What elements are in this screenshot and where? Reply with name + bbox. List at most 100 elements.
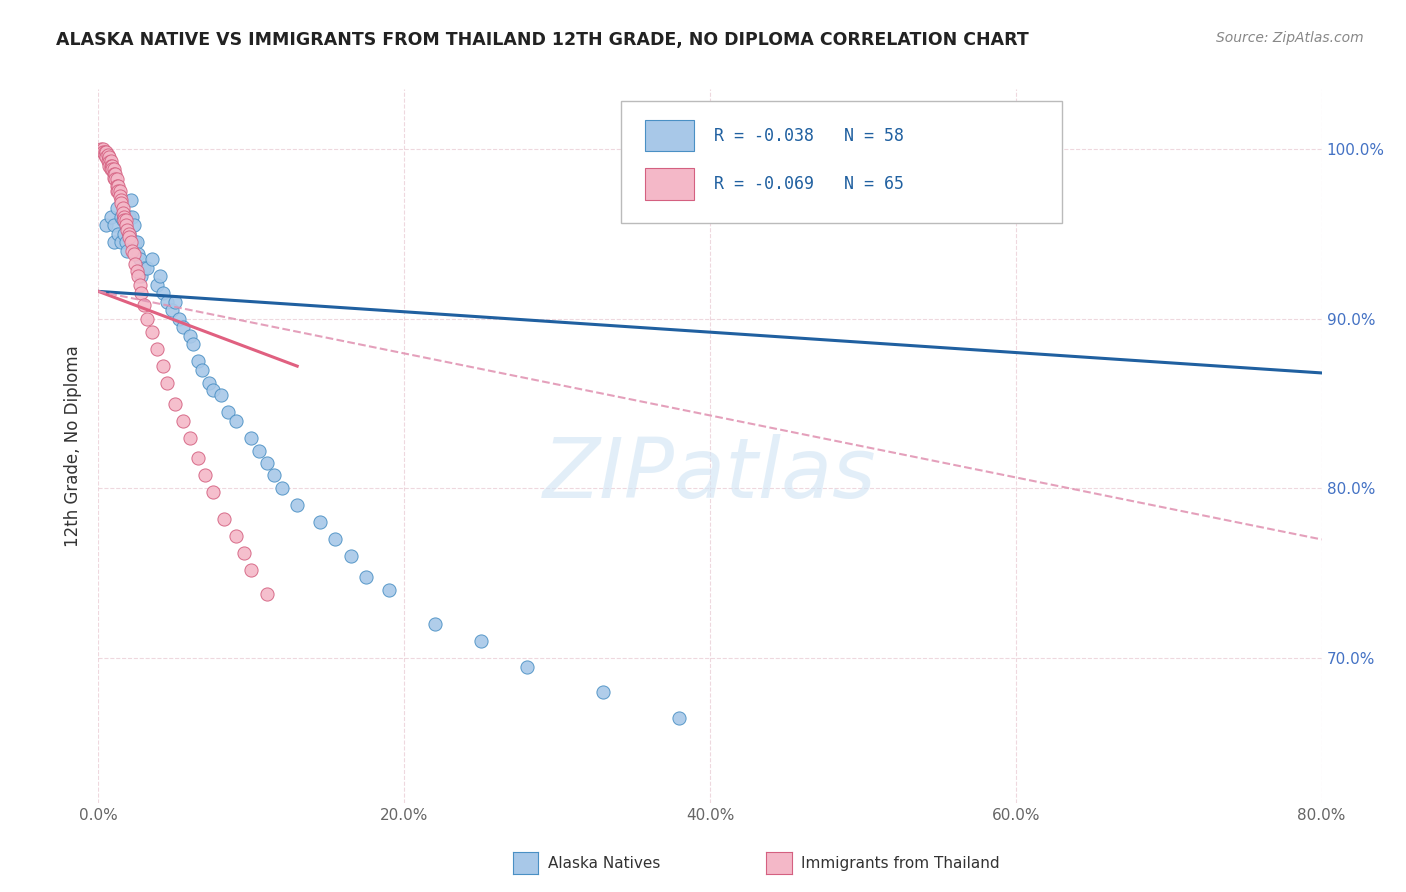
Point bbox=[128, 252, 150, 266]
Point bbox=[240, 563, 263, 577]
Point bbox=[256, 587, 278, 601]
Point bbox=[112, 210, 135, 224]
Point bbox=[136, 260, 159, 275]
Text: R = -0.069   N = 65: R = -0.069 N = 65 bbox=[714, 175, 904, 193]
Point bbox=[121, 244, 143, 258]
Point bbox=[115, 213, 138, 227]
Point bbox=[117, 244, 139, 258]
Point bbox=[97, 153, 120, 168]
Point bbox=[181, 337, 204, 351]
Point bbox=[470, 634, 492, 648]
Point bbox=[103, 167, 125, 181]
Point bbox=[93, 145, 115, 159]
Point bbox=[179, 328, 201, 343]
Point bbox=[197, 376, 219, 391]
Point bbox=[90, 142, 112, 156]
Point bbox=[91, 142, 114, 156]
Point bbox=[354, 570, 377, 584]
Point bbox=[179, 430, 201, 444]
Point bbox=[160, 303, 183, 318]
Point bbox=[285, 499, 308, 513]
Point bbox=[97, 148, 120, 162]
Point bbox=[163, 396, 186, 410]
Point bbox=[118, 227, 141, 241]
Point bbox=[212, 512, 235, 526]
Point bbox=[127, 247, 149, 261]
Point bbox=[256, 456, 278, 470]
Point bbox=[93, 148, 115, 162]
Point bbox=[101, 162, 124, 177]
Bar bbox=[645, 169, 695, 200]
Point bbox=[121, 210, 143, 224]
Point bbox=[134, 298, 156, 312]
Point bbox=[100, 210, 122, 224]
Point bbox=[187, 450, 209, 465]
Point bbox=[225, 529, 247, 543]
Point bbox=[145, 342, 167, 356]
Point bbox=[129, 269, 152, 284]
Point bbox=[225, 413, 247, 427]
Point bbox=[202, 484, 225, 499]
Point bbox=[110, 235, 132, 249]
Point bbox=[136, 311, 159, 326]
Point bbox=[98, 155, 121, 169]
Point bbox=[118, 227, 141, 241]
Point bbox=[100, 162, 122, 177]
Point bbox=[194, 467, 217, 482]
Point bbox=[270, 482, 292, 496]
Point bbox=[122, 218, 145, 232]
Point bbox=[141, 325, 163, 339]
Point bbox=[247, 444, 270, 458]
Point bbox=[111, 201, 134, 215]
Point bbox=[169, 311, 191, 326]
Point bbox=[105, 201, 128, 215]
Point bbox=[378, 583, 401, 598]
Point bbox=[103, 235, 125, 249]
Point bbox=[325, 533, 347, 547]
Bar bbox=[645, 120, 695, 152]
Point bbox=[107, 227, 129, 241]
Point bbox=[105, 172, 128, 186]
Point bbox=[668, 711, 690, 725]
Point bbox=[149, 269, 172, 284]
Point bbox=[115, 218, 138, 232]
Point bbox=[163, 294, 186, 309]
Bar bbox=[645, 120, 695, 152]
Point bbox=[339, 549, 361, 564]
Point bbox=[134, 260, 156, 275]
Point bbox=[108, 184, 131, 198]
Point bbox=[111, 206, 134, 220]
Point bbox=[145, 277, 167, 292]
Point bbox=[592, 685, 614, 699]
Point bbox=[117, 223, 139, 237]
Text: ZIPatlas: ZIPatlas bbox=[543, 434, 877, 515]
Point bbox=[118, 210, 141, 224]
Point bbox=[110, 210, 132, 224]
Point bbox=[156, 376, 179, 391]
Text: Source: ZipAtlas.com: Source: ZipAtlas.com bbox=[1216, 31, 1364, 45]
Point bbox=[232, 546, 254, 560]
Point bbox=[141, 252, 163, 266]
Point bbox=[172, 413, 194, 427]
Point bbox=[118, 230, 141, 244]
Point bbox=[94, 150, 117, 164]
Point bbox=[115, 235, 138, 249]
Point bbox=[120, 193, 142, 207]
Point bbox=[103, 162, 125, 177]
Point bbox=[110, 196, 132, 211]
Bar bbox=[645, 169, 695, 200]
Point bbox=[104, 172, 127, 186]
Point bbox=[217, 405, 239, 419]
Point bbox=[125, 235, 148, 249]
Point bbox=[423, 617, 446, 632]
Point bbox=[101, 159, 124, 173]
Point bbox=[516, 660, 538, 674]
Point bbox=[263, 467, 285, 482]
Point bbox=[191, 362, 214, 376]
Point bbox=[152, 359, 174, 373]
Text: Alaska Natives: Alaska Natives bbox=[548, 855, 661, 871]
Y-axis label: 12th Grade, No Diploma: 12th Grade, No Diploma bbox=[65, 345, 83, 547]
Point bbox=[107, 179, 129, 194]
Point bbox=[105, 179, 128, 194]
Point bbox=[112, 213, 135, 227]
